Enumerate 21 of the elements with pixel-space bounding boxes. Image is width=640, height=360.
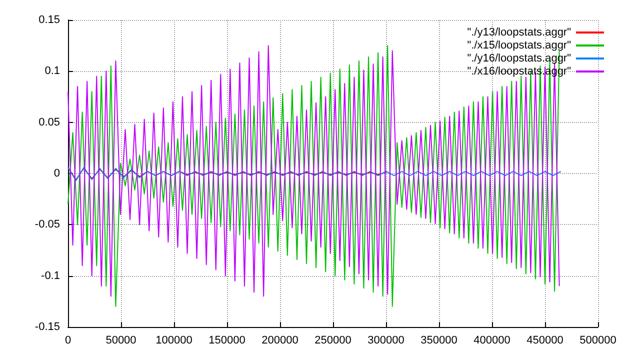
x-tick-label: 400000: [474, 334, 510, 346]
line-series: [68, 166, 562, 182]
y-tick-label: 0: [54, 168, 60, 180]
y-tick-label: -0.1: [41, 270, 60, 282]
legend-label: "./y13/loopstats.aggr": [467, 26, 572, 38]
x-tick-label: 150000: [208, 334, 246, 346]
x-tick-label: 500000: [580, 334, 616, 346]
y-tick-label: 0.05: [38, 116, 60, 128]
y-tick-label: 0.15: [38, 14, 60, 26]
x-tick-label: 200000: [262, 334, 298, 346]
x-tick-label: 50000: [106, 334, 136, 346]
y-tick-label: 0.1: [44, 65, 60, 78]
x-tick-label: 450000: [526, 334, 564, 346]
y-tick-label: -0.05: [34, 218, 60, 231]
x-tick-label: 100000: [156, 334, 192, 346]
x-tick-label: 250000: [314, 334, 352, 346]
x-tick-label: 0: [64, 334, 72, 346]
x-tick-label: 350000: [420, 334, 458, 346]
x-tick-label: 300000: [368, 334, 404, 346]
y-tick-label: -0.15: [34, 321, 60, 333]
legend-label: "./x15/loopstats.aggr": [467, 40, 572, 52]
